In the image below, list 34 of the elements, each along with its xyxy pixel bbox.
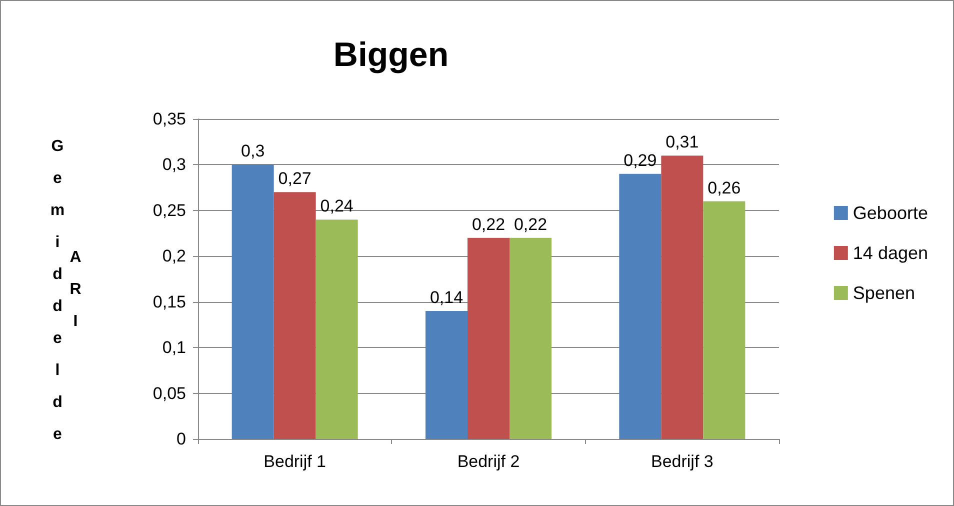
bar <box>510 238 552 439</box>
bar <box>619 174 662 439</box>
legend-label: 14 dagen <box>852 243 928 263</box>
bar <box>316 220 358 439</box>
bar <box>426 311 468 439</box>
y-tick-label: 0,25 <box>152 200 186 220</box>
chart-title: Biggen <box>333 36 449 74</box>
x-tick-label: Bedrijf 3 <box>650 452 714 471</box>
y-tick-label: 0,15 <box>152 292 186 312</box>
data-label: 0,29 <box>624 150 657 170</box>
bar <box>661 156 704 439</box>
bar <box>232 164 274 439</box>
y-tick-label: 0,3 <box>162 155 186 174</box>
bar <box>274 192 316 439</box>
x-tick-label: Bedrijf 1 <box>264 452 326 471</box>
y-tick-label: 0,35 <box>152 110 186 128</box>
data-label: 0,31 <box>666 132 699 152</box>
y-axis-title: Gemiddelde ARI <box>48 138 84 458</box>
legend-label: Geboorte <box>852 203 928 223</box>
bar <box>703 201 746 439</box>
y-tick-label: 0,1 <box>162 338 186 358</box>
data-label: 0,3 <box>241 142 265 161</box>
data-label: 0,22 <box>514 214 548 234</box>
x-tick-label: Bedrijf 2 <box>457 452 520 471</box>
bar <box>468 238 510 439</box>
legend-label: Spenen <box>852 283 915 303</box>
y-tick-label: 0 <box>176 430 186 448</box>
data-label: 0,22 <box>472 214 506 234</box>
data-label: 0,27 <box>278 169 312 188</box>
y-tick-label: 0,05 <box>152 384 186 403</box>
data-label: 0,24 <box>320 196 354 216</box>
y-tick-label: 0,2 <box>162 246 186 266</box>
data-label: 0,14 <box>430 288 464 307</box>
data-label: 0,26 <box>708 178 741 198</box>
